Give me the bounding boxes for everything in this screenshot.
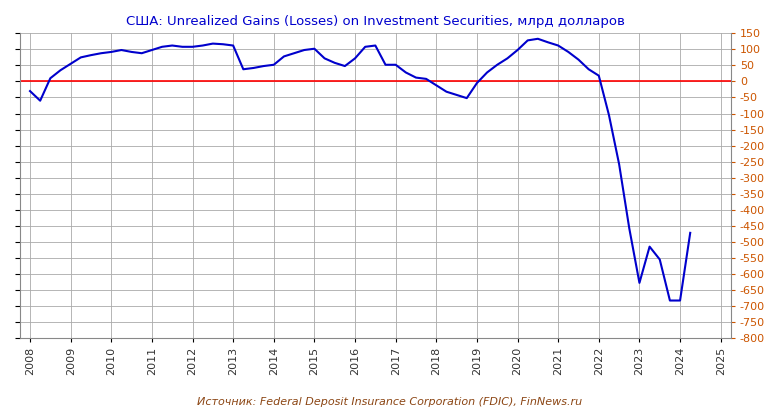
Text: Источник: Federal Deposit Insurance Corporation (FDIC), FinNews.ru: Источник: Federal Deposit Insurance Corp… [197, 397, 583, 407]
Title: США: Unrealized Gains (Losses) on Investment Securities, млрд долларов: США: Unrealized Gains (Losses) on Invest… [126, 15, 625, 28]
